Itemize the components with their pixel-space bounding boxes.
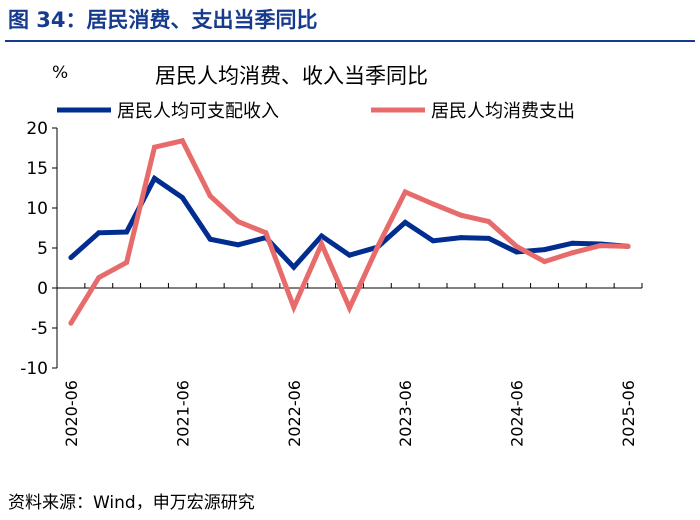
x-tick-label: 2022-06 (285, 380, 304, 447)
data-point-consumption (291, 304, 297, 310)
chart-title: 居民人均消费、收入当季同比 (155, 64, 428, 88)
legend: 居民人均可支配收入 居民人均消费支出 (57, 101, 575, 122)
data-point-consumption (263, 230, 269, 236)
data-point-consumption (569, 250, 575, 256)
data-point-income (514, 249, 520, 255)
data-point-consumption (486, 219, 492, 225)
data-point-income (179, 195, 185, 201)
y-tick-label: 15 (26, 159, 48, 179)
figure-header: 图 34：居民消费、支出当季同比 (8, 8, 318, 32)
data-point-consumption (68, 320, 74, 326)
data-point-income (124, 229, 130, 235)
y-tick-label: 0 (37, 279, 48, 299)
series-line-consumption (68, 137, 629, 325)
data-point-income (458, 235, 464, 241)
data-point-consumption (179, 138, 185, 144)
x-tick-label: 2021-06 (173, 380, 192, 447)
data-point-income (569, 240, 575, 246)
data-point-consumption (625, 243, 631, 249)
x-axis: 2020-06 2021-06 2022-06 2023-06 2024-06 2025-… (56, 283, 643, 447)
data-point-consumption (542, 259, 547, 265)
data-point-consumption (514, 243, 520, 249)
data-point-consumption (96, 275, 102, 281)
data-point-income (96, 230, 102, 236)
x-tick-label: 2024-06 (508, 380, 527, 447)
data-point-consumption (235, 219, 241, 225)
x-tick-label: 2020-06 (62, 380, 81, 447)
data-point-income (347, 252, 352, 258)
data-point-income (542, 247, 547, 253)
data-point-income (291, 264, 297, 270)
x-tick-label: 2025-06 (619, 380, 638, 447)
header-rule (5, 40, 695, 42)
data-point-consumption (152, 144, 157, 150)
data-point-income (319, 233, 325, 239)
data-point-income (430, 238, 436, 244)
data-point-consumption (402, 189, 408, 195)
data-point-consumption (207, 193, 213, 199)
data-point-income (402, 219, 408, 225)
source-note: 资料来源：Wind，申万宏源研究 (8, 493, 255, 513)
series-layer (68, 137, 631, 326)
data-point-income (235, 242, 241, 248)
y-tick-label: 20 (26, 119, 48, 139)
x-tick-label: 2023-06 (396, 380, 415, 447)
data-point-consumption (597, 243, 603, 249)
data-point-income (207, 236, 213, 242)
y-tick-label: 10 (26, 199, 48, 219)
unit-label: % (52, 63, 68, 83)
legend-label-income: 居民人均可支配收入 (117, 101, 279, 122)
data-point-consumption (319, 241, 325, 247)
data-point-consumption (347, 305, 352, 311)
data-point-consumption (124, 259, 130, 265)
data-point-consumption (458, 212, 464, 218)
data-point-consumption (374, 244, 380, 250)
data-point-income (152, 175, 157, 181)
y-axis: 20 15 10 5 0 -5 -10 (20, 119, 58, 379)
y-tick-label: -5 (31, 319, 48, 339)
data-point-income (486, 235, 492, 241)
data-point-income (68, 255, 74, 261)
legend-label-consumption: 居民人均消费支出 (431, 101, 575, 122)
y-tick-label: 5 (37, 239, 48, 259)
data-point-consumption (430, 201, 436, 207)
y-tick-label: -10 (20, 359, 48, 379)
